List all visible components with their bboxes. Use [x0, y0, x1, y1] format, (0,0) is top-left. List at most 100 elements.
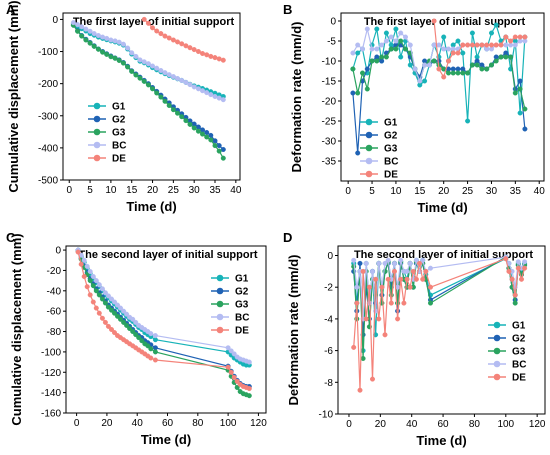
- data-point: [364, 66, 370, 72]
- data-point: [93, 278, 99, 284]
- x-tick-label: 25: [462, 186, 474, 197]
- data-point: [350, 66, 356, 72]
- data-point: [498, 42, 504, 48]
- data-point: [404, 268, 410, 274]
- data-point: [104, 51, 110, 57]
- y-tick-label: -8: [324, 378, 333, 389]
- data-point: [90, 274, 96, 280]
- data-point: [87, 278, 93, 284]
- series-line: [77, 249, 250, 366]
- x-tick-label: 60: [162, 418, 174, 429]
- data-point: [431, 18, 437, 24]
- data-point: [428, 284, 434, 290]
- data-point: [191, 125, 197, 131]
- data-point: [469, 30, 475, 36]
- data-point: [522, 259, 528, 265]
- data-point: [90, 299, 96, 305]
- data-point: [108, 54, 114, 60]
- x-tick-label: 30: [486, 186, 498, 197]
- data-point: [420, 257, 426, 263]
- y-tick-label: 0: [330, 17, 336, 28]
- series-g3: [75, 248, 252, 399]
- data-point: [508, 54, 514, 60]
- data-point: [220, 155, 226, 161]
- data-point: [465, 42, 471, 48]
- data-point: [479, 66, 485, 72]
- data-point: [91, 43, 97, 49]
- data-point: [162, 33, 168, 39]
- data-point: [503, 34, 509, 40]
- series-de: [351, 256, 528, 393]
- data-point: [145, 20, 151, 26]
- data-point: [99, 286, 105, 292]
- data-point: [79, 33, 85, 39]
- data-point: [503, 54, 509, 60]
- data-point: [522, 126, 528, 132]
- data-point: [120, 41, 126, 47]
- y-tick-label: -10: [319, 410, 334, 421]
- y-tick-label: -2: [324, 283, 333, 294]
- legend-label: G3: [384, 144, 398, 155]
- data-point: [127, 326, 133, 332]
- legend: G1 G2 G3 BC DE: [360, 118, 398, 181]
- data-point: [111, 310, 117, 316]
- panel-d: D 0 20 40 60 80 100 120 0 -2 -4 -6 -8 -10 Time (d) Defo…: [283, 230, 546, 448]
- series-bc: [70, 20, 226, 103]
- data-point: [517, 110, 523, 116]
- data-point: [383, 54, 389, 60]
- y-tick-label: -160: [41, 409, 61, 420]
- x-axis-label: Time (d): [126, 199, 176, 214]
- data-point: [170, 74, 176, 80]
- legend-marker: [93, 154, 101, 162]
- panel-letter: C: [6, 230, 16, 245]
- y-tick-label: -25: [322, 117, 337, 128]
- data-point: [228, 369, 234, 375]
- x-tick-label: 20: [147, 185, 159, 196]
- data-point: [79, 24, 85, 30]
- data-point: [363, 260, 369, 266]
- data-point: [369, 58, 375, 64]
- data-point: [446, 70, 452, 76]
- legend-marker: [93, 115, 101, 123]
- y-tick-label: -300: [38, 111, 58, 122]
- data-point: [517, 78, 523, 84]
- data-point: [455, 50, 461, 56]
- data-point: [522, 265, 528, 271]
- data-point: [246, 386, 252, 392]
- data-point: [512, 292, 518, 298]
- chart-title: The second layer of initial support: [354, 249, 533, 261]
- legend-label: DE: [112, 154, 126, 165]
- data-point: [179, 77, 185, 83]
- y-tick-label: -60: [47, 307, 62, 318]
- data-point: [204, 134, 210, 140]
- x-axis-label: Time (d): [416, 433, 466, 448]
- data-point: [460, 42, 466, 48]
- data-point: [112, 55, 118, 61]
- data-point: [199, 88, 205, 94]
- data-point: [413, 276, 419, 282]
- data-point: [225, 345, 231, 351]
- data-point: [112, 38, 118, 44]
- legend-label: G2: [112, 115, 126, 126]
- data-point: [512, 90, 518, 96]
- x-tick-label: 60: [438, 419, 450, 430]
- legend-marker: [493, 347, 501, 355]
- legend-label: G1: [384, 118, 398, 129]
- data-point: [355, 42, 361, 48]
- legend-label: DE: [235, 326, 249, 337]
- data-point: [124, 311, 130, 317]
- data-point: [162, 70, 168, 76]
- x-tick-label: 40: [406, 419, 418, 430]
- data-point: [493, 22, 499, 28]
- data-point: [70, 20, 76, 26]
- data-point: [148, 331, 154, 337]
- x-tick-label: 40: [534, 186, 546, 197]
- data-point: [351, 257, 357, 263]
- data-point: [379, 54, 385, 60]
- data-point: [208, 92, 214, 98]
- data-point: [129, 68, 135, 74]
- x-tick-label: 35: [510, 186, 522, 197]
- data-point: [460, 70, 466, 76]
- data-point: [379, 42, 385, 48]
- data-point: [183, 118, 189, 124]
